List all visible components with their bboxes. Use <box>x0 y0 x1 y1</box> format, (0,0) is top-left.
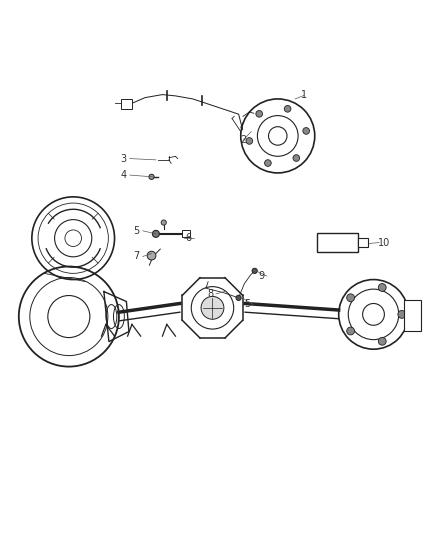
Text: 7: 7 <box>133 252 139 262</box>
Circle shape <box>201 296 224 319</box>
Text: 6: 6 <box>185 233 191 243</box>
FancyBboxPatch shape <box>404 301 421 331</box>
Circle shape <box>246 138 253 144</box>
Circle shape <box>265 160 271 166</box>
Text: 5: 5 <box>244 300 251 309</box>
Circle shape <box>303 127 310 134</box>
Circle shape <box>378 337 386 345</box>
FancyBboxPatch shape <box>358 238 368 247</box>
Circle shape <box>347 294 354 302</box>
Text: 4: 4 <box>120 170 126 180</box>
Circle shape <box>152 230 159 237</box>
Text: 10: 10 <box>378 238 391 247</box>
Circle shape <box>256 110 262 117</box>
Circle shape <box>161 220 166 225</box>
Text: 8: 8 <box>207 289 213 299</box>
Text: 3: 3 <box>120 154 126 164</box>
Circle shape <box>293 155 300 161</box>
Circle shape <box>149 174 154 180</box>
Circle shape <box>347 327 354 335</box>
FancyBboxPatch shape <box>317 232 358 252</box>
FancyBboxPatch shape <box>121 99 132 109</box>
FancyBboxPatch shape <box>182 230 190 237</box>
Circle shape <box>147 251 156 260</box>
Text: 9: 9 <box>258 271 265 281</box>
Text: 1: 1 <box>301 91 307 100</box>
Circle shape <box>284 106 291 112</box>
Circle shape <box>398 310 406 318</box>
Text: 5: 5 <box>133 226 139 236</box>
Text: 2: 2 <box>240 135 246 146</box>
Circle shape <box>252 268 257 273</box>
Circle shape <box>378 284 386 292</box>
Circle shape <box>236 295 241 301</box>
